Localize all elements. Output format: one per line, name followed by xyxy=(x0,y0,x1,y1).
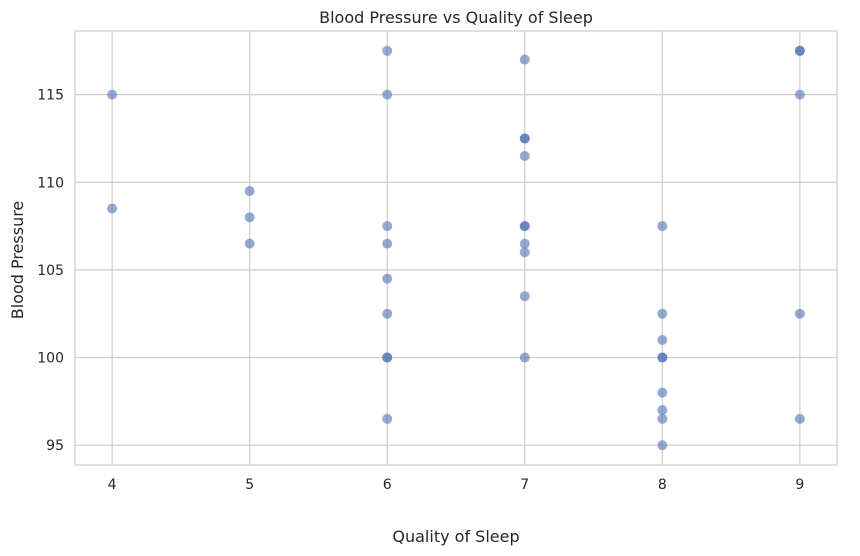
tick-layer: 4 5 6 7 8 9 95 100 105 110 115 xyxy=(37,88,804,493)
data-point xyxy=(519,150,530,161)
data-point xyxy=(794,45,805,56)
data-point xyxy=(382,308,393,319)
data-point xyxy=(519,352,530,363)
data-point xyxy=(382,89,393,100)
data-point xyxy=(107,89,118,100)
data-point xyxy=(519,247,530,258)
data-point xyxy=(657,387,668,398)
data-point xyxy=(382,413,393,424)
chart-title: Blood Pressure vs Quality of Sleep xyxy=(319,8,593,27)
data-point xyxy=(382,221,393,232)
x-tick-label: 8 xyxy=(658,477,667,493)
data-point xyxy=(519,133,530,144)
data-point xyxy=(519,238,530,249)
y-tick-label: 110 xyxy=(37,175,64,191)
x-tick-label: 9 xyxy=(795,477,804,493)
data-point xyxy=(657,413,668,424)
x-tick-label: 5 xyxy=(245,477,254,493)
y-tick-label: 100 xyxy=(37,351,64,367)
x-tick-label: 4 xyxy=(108,477,117,493)
data-point xyxy=(657,405,668,416)
data-point xyxy=(794,308,805,319)
x-tick-label: 6 xyxy=(383,477,392,493)
data-point xyxy=(519,221,530,232)
data-point xyxy=(244,186,255,197)
data-point xyxy=(519,54,530,65)
data-point xyxy=(657,335,668,346)
y-tick-label: 115 xyxy=(37,88,64,104)
data-point xyxy=(794,413,805,424)
x-tick-label: 7 xyxy=(520,477,529,493)
data-point xyxy=(657,352,668,363)
data-point xyxy=(519,291,530,302)
y-tick-label: 105 xyxy=(37,263,64,279)
data-point xyxy=(244,212,255,223)
data-point xyxy=(657,308,668,319)
y-tick-label: 95 xyxy=(46,438,64,454)
plot-frame xyxy=(74,30,838,466)
grid-layer xyxy=(75,31,837,465)
data-point xyxy=(794,89,805,100)
data-point xyxy=(382,45,393,56)
data-point xyxy=(657,221,668,232)
data-point xyxy=(382,273,393,284)
data-point xyxy=(244,238,255,249)
x-axis-title: Quality of Sleep xyxy=(392,527,519,546)
data-point xyxy=(382,352,393,363)
data-point xyxy=(657,440,668,451)
points-layer xyxy=(107,45,805,451)
data-point xyxy=(107,203,118,214)
data-point xyxy=(382,238,393,249)
y-axis-title: Blood Pressure xyxy=(8,201,27,320)
